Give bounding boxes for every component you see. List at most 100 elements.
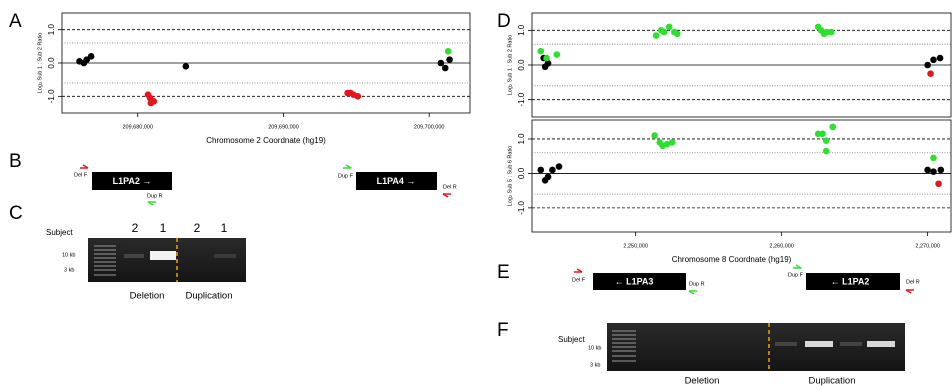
data-point bbox=[88, 53, 95, 60]
y-tick-label: 1.0 bbox=[47, 24, 56, 36]
group-label: Deletion bbox=[130, 291, 165, 302]
panel-label: F bbox=[497, 320, 509, 341]
panel-b: Del F L1PA2 → Dup R Dup F L1PA4 → Del R bbox=[74, 165, 457, 205]
data-point bbox=[828, 29, 835, 36]
data-point bbox=[937, 167, 944, 174]
x-tick-label: 209,700,000 bbox=[414, 124, 445, 130]
gel-band bbox=[840, 342, 862, 346]
ladder-label: 10 kb bbox=[588, 345, 601, 351]
panel-label: C bbox=[9, 203, 23, 224]
lane-label: 1 bbox=[221, 221, 228, 235]
data-point bbox=[445, 48, 452, 55]
data-point bbox=[549, 167, 556, 174]
data-point bbox=[537, 167, 544, 174]
subject-label: Subject bbox=[558, 335, 585, 344]
x-tick-label: 2,260,000 bbox=[769, 243, 793, 249]
data-point bbox=[661, 29, 668, 36]
data-point bbox=[545, 174, 552, 181]
ladder-label: 3 kb bbox=[64, 267, 74, 273]
subject-label: Subject bbox=[46, 228, 73, 237]
primer-label: Dup R bbox=[147, 193, 163, 199]
x-axis-label: Chromosome 8 Coordnate (hg19) bbox=[672, 255, 792, 264]
primer-label: Del F bbox=[74, 172, 88, 178]
data-point bbox=[543, 55, 550, 62]
element-label: ← L1PA3 bbox=[615, 276, 654, 286]
data-point bbox=[935, 180, 942, 187]
element-label: L1PA4 → bbox=[377, 176, 416, 186]
y-tick-label: 1.0 bbox=[517, 24, 526, 36]
data-point bbox=[355, 93, 362, 100]
primer-label: Dup R bbox=[689, 281, 705, 287]
y-tick-label: 0.0 bbox=[517, 167, 526, 179]
element-label: ← L1PA2 bbox=[831, 276, 870, 286]
y-tick-label: 1.0 bbox=[517, 133, 526, 145]
x-tick-label: 209,680,000 bbox=[122, 124, 153, 130]
gel-band bbox=[805, 341, 833, 347]
gel-band bbox=[124, 254, 144, 258]
x-tick-label: 209,690,000 bbox=[268, 124, 299, 130]
data-point bbox=[446, 56, 453, 63]
data-point bbox=[669, 139, 676, 146]
panel-label: E bbox=[497, 262, 510, 283]
primer-label: Dup F bbox=[338, 173, 354, 179]
data-point bbox=[927, 70, 934, 77]
data-point bbox=[151, 98, 158, 105]
lane-label: 2 bbox=[194, 221, 201, 235]
data-point bbox=[537, 48, 544, 55]
y-tick-label: -1.0 bbox=[517, 200, 526, 214]
group-label: Duplication bbox=[186, 291, 233, 302]
data-point bbox=[930, 155, 937, 162]
plot-frame bbox=[532, 120, 951, 232]
element-label: L1PA2 → bbox=[113, 176, 152, 186]
gel bbox=[607, 323, 905, 371]
data-point bbox=[930, 57, 937, 64]
data-point bbox=[653, 32, 660, 39]
data-point bbox=[542, 63, 549, 70]
ladder-label: 3 kb bbox=[590, 362, 600, 368]
x-tick-label: 2,270,000 bbox=[915, 243, 939, 249]
panel-label: B bbox=[9, 151, 22, 172]
gel-band bbox=[775, 342, 797, 346]
group-label: Deletion bbox=[685, 376, 720, 387]
primer-label: Del F bbox=[572, 277, 586, 283]
y-tick-label: -1.0 bbox=[517, 92, 526, 106]
y-axis-label: Log₂ Sub 1 : Sub 2 Ratio bbox=[37, 33, 43, 94]
group-label: Duplication bbox=[809, 376, 856, 387]
data-point bbox=[819, 130, 826, 137]
lane-label: 1 bbox=[160, 221, 167, 235]
panel-label: A bbox=[9, 11, 22, 32]
figure: A B C D E F Del F L1PA2 → Dup R Dup F L1… bbox=[0, 0, 952, 389]
primer-label: Dup F bbox=[788, 272, 804, 278]
data-point bbox=[924, 167, 931, 174]
data-point bbox=[829, 124, 836, 131]
x-tick-label: 2,250,000 bbox=[623, 243, 647, 249]
panel-c: Subject 2 1 2 1 10 kb 3 kb Deletion Dupl… bbox=[46, 221, 246, 301]
data-point bbox=[674, 31, 681, 38]
y-axis-label: Log₂ Sub 5 : Sub 6 Ratio bbox=[507, 146, 513, 207]
y-tick-label: 0.0 bbox=[517, 59, 526, 71]
data-point bbox=[442, 65, 449, 72]
gel-band bbox=[214, 254, 236, 258]
data-point bbox=[930, 168, 937, 175]
panel-label: D bbox=[497, 11, 511, 32]
data-point bbox=[183, 63, 190, 70]
y-axis-label: Log₂ Sub 1 : Sub 2 Ratio bbox=[507, 35, 513, 96]
data-point bbox=[823, 137, 830, 144]
data-point bbox=[937, 55, 944, 62]
gel-band bbox=[867, 341, 895, 347]
panel-e: Del F ← L1PA3 Dup R Dup F ← L1PA2 Del R bbox=[572, 265, 920, 294]
data-point bbox=[556, 163, 563, 170]
primer-label: Del R bbox=[443, 184, 457, 190]
data-point bbox=[666, 24, 673, 31]
data-point bbox=[554, 51, 561, 58]
primer-label: Del R bbox=[906, 279, 920, 285]
gel-band bbox=[150, 251, 176, 260]
x-axis-label: Chromosome 2 Coordnate (hg19) bbox=[206, 136, 326, 145]
data-point bbox=[651, 132, 658, 139]
lane-label: 2 bbox=[132, 221, 139, 235]
data-point bbox=[924, 62, 931, 69]
data-point bbox=[823, 148, 830, 155]
y-tick-label: 0.0 bbox=[47, 57, 56, 69]
ladder-label: 10 kb bbox=[62, 252, 75, 258]
panel-f: Subject 2 1 6 5 2 1 6 5 10 kb 3 kb Delet… bbox=[558, 323, 905, 387]
